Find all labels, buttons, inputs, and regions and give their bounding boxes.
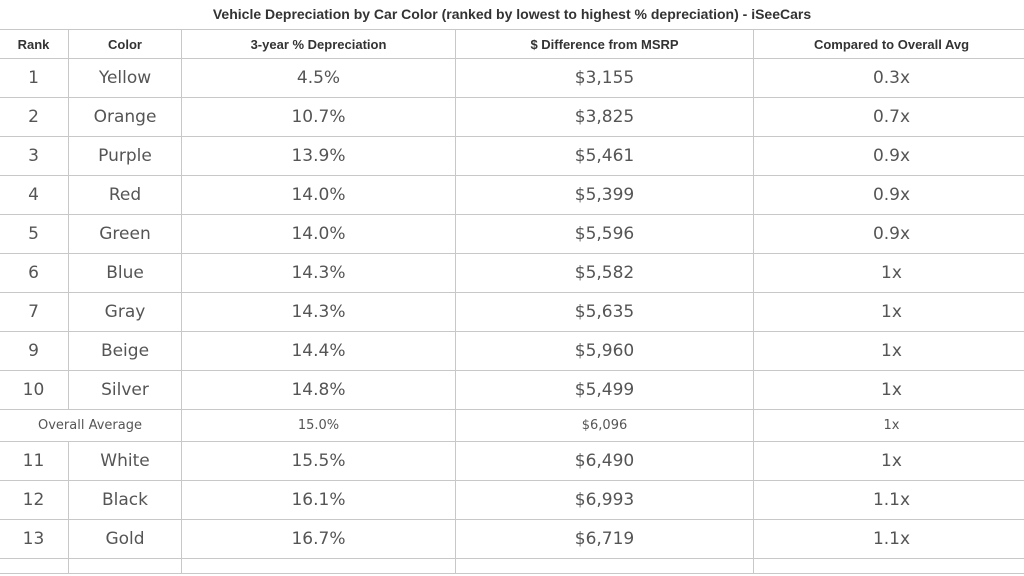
compared-cell: 1x (753, 331, 1024, 371)
msrp-difference-cell: $3,155 (455, 58, 754, 98)
msrp-difference-cell: $5,960 (455, 331, 754, 371)
color-cell: White (68, 441, 182, 481)
header-color: Color (68, 29, 182, 59)
color-cell: Green (68, 214, 182, 254)
msrp-difference-cell: $5,399 (455, 175, 754, 215)
overall-average-msrp-difference-cell: $6,096 (455, 409, 754, 442)
rank-cell: 5 (0, 214, 69, 254)
depreciation-cell: 14.4% (181, 331, 456, 371)
overall-average-label: Overall Average (0, 409, 182, 442)
table-title: Vehicle Depreciation by Car Color (ranke… (212, 6, 812, 22)
depreciation-table: Rank Color 3-year % Depreciation $ Diffe… (0, 29, 1024, 574)
depreciation-cell: 14.0% (181, 175, 456, 215)
msrp-difference-cell: $5,635 (455, 292, 754, 332)
rank-cell: 12 (0, 480, 69, 520)
msrp-difference-cell: $6,490 (455, 441, 754, 481)
compared-cell: 0.9x (753, 136, 1024, 176)
overall-average-compared-cell: 1x (753, 409, 1024, 442)
table-row: 4 Red 14.0% $5,399 0.9x (0, 175, 1024, 215)
overall-average-depreciation-cell: 15.0% (181, 409, 456, 442)
color-cell: Beige (68, 331, 182, 371)
depreciation-cell: 14.0% (181, 214, 456, 254)
rank-cell: 1 (0, 58, 69, 98)
table-row: 3 Purple 13.9% $5,461 0.9x (0, 136, 1024, 176)
color-cell: Orange (68, 97, 182, 137)
color-cell: Gold (68, 519, 182, 559)
depreciation-cell: 16.7% (181, 519, 456, 559)
rank-cell: 7 (0, 292, 69, 332)
table-row: 6 Blue 14.3% $5,582 1x (0, 253, 1024, 293)
depreciation-cell: 15.5% (181, 441, 456, 481)
table-row: 13 Gold 16.7% $6,719 1.1x (0, 519, 1024, 559)
table-row: 5 Green 14.0% $5,596 0.9x (0, 214, 1024, 254)
rank-cell: 4 (0, 175, 69, 215)
empty-cell (0, 558, 69, 574)
depreciation-cell: 10.7% (181, 97, 456, 137)
msrp-difference-cell: $5,596 (455, 214, 754, 254)
color-cell: Silver (68, 370, 182, 410)
header-compared-to-avg: Compared to Overall Avg (753, 29, 1024, 59)
header-row: Rank Color 3-year % Depreciation $ Diffe… (0, 29, 1024, 59)
color-cell: Blue (68, 253, 182, 293)
table-row: 12 Black 16.1% $6,993 1.1x (0, 480, 1024, 520)
table-row: 2 Orange 10.7% $3,825 0.7x (0, 97, 1024, 137)
rank-cell: 13 (0, 519, 69, 559)
compared-cell: 1x (753, 370, 1024, 410)
depreciation-cell: 4.5% (181, 58, 456, 98)
msrp-difference-cell: $5,499 (455, 370, 754, 410)
compared-cell: 1.1x (753, 480, 1024, 520)
table-row: 1 Yellow 4.5% $3,155 0.3x (0, 58, 1024, 98)
empty-cell (753, 558, 1024, 574)
msrp-difference-cell: $5,582 (455, 253, 754, 293)
color-cell: Red (68, 175, 182, 215)
msrp-difference-cell: $5,461 (455, 136, 754, 176)
msrp-difference-cell: $6,719 (455, 519, 754, 559)
color-cell: Black (68, 480, 182, 520)
rank-cell: 3 (0, 136, 69, 176)
compared-cell: 0.9x (753, 175, 1024, 215)
overall-average-row: Overall Average 15.0% $6,096 1x (0, 409, 1024, 442)
table-body: 1 Yellow 4.5% $3,155 0.3x 2 Orange 10.7% $3,825 0… (0, 58, 1024, 574)
rank-cell: 9 (0, 331, 69, 371)
rank-cell: 11 (0, 441, 69, 481)
empty-cell (181, 558, 456, 574)
table-row: 11 White 15.5% $6,490 1x (0, 441, 1024, 481)
compared-cell: 0.9x (753, 214, 1024, 254)
table-row: 7 Gray 14.3% $5,635 1x (0, 292, 1024, 332)
empty-cell (68, 558, 182, 574)
compared-cell: 1x (753, 292, 1024, 332)
compared-cell: 0.7x (753, 97, 1024, 137)
depreciation-cell: 14.3% (181, 253, 456, 293)
msrp-difference-cell: $3,825 (455, 97, 754, 137)
compared-cell: 1.1x (753, 519, 1024, 559)
color-cell: Yellow (68, 58, 182, 98)
header-msrp-difference: $ Difference from MSRP (455, 29, 754, 59)
color-cell: Gray (68, 292, 182, 332)
color-cell: Purple (68, 136, 182, 176)
depreciation-cell: 16.1% (181, 480, 456, 520)
depreciation-cell: 13.9% (181, 136, 456, 176)
table-row-partial (0, 558, 1024, 574)
rank-cell: 2 (0, 97, 69, 137)
header-depreciation: 3-year % Depreciation (181, 29, 456, 59)
table-row: 10 Silver 14.8% $5,499 1x (0, 370, 1024, 410)
empty-cell (455, 558, 754, 574)
compared-cell: 1x (753, 253, 1024, 293)
header-rank: Rank (0, 29, 69, 59)
table-row: 9 Beige 14.4% $5,960 1x (0, 331, 1024, 371)
rank-cell: 10 (0, 370, 69, 410)
msrp-difference-cell: $6,993 (455, 480, 754, 520)
rank-cell: 6 (0, 253, 69, 293)
compared-cell: 1x (753, 441, 1024, 481)
depreciation-cell: 14.8% (181, 370, 456, 410)
compared-cell: 0.3x (753, 58, 1024, 98)
depreciation-cell: 14.3% (181, 292, 456, 332)
